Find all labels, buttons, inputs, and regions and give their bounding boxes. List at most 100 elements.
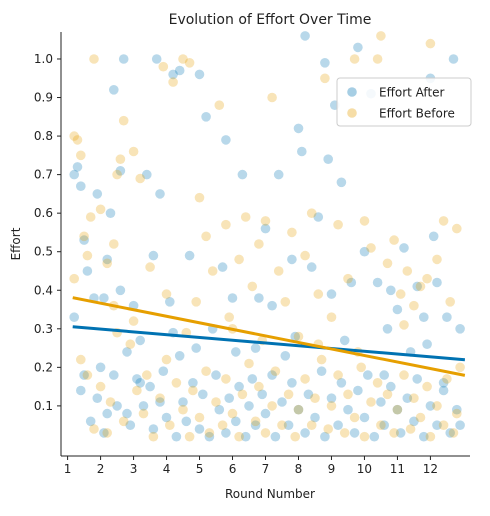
point-effort-after <box>336 378 347 388</box>
point-effort-after <box>95 362 106 373</box>
point-effort-after <box>316 366 327 377</box>
point-effort-after <box>287 378 297 388</box>
point-effort-after <box>353 42 363 53</box>
point-effort-after <box>76 181 86 191</box>
point-effort-before <box>184 431 195 442</box>
point-effort-before <box>118 115 129 126</box>
point-effort-after <box>221 428 231 438</box>
point-effort-before <box>422 381 432 392</box>
point-effort-after <box>135 335 145 346</box>
point-effort-before <box>280 297 291 307</box>
point-effort-after <box>82 266 93 276</box>
point-effort-before <box>392 404 403 415</box>
point-effort-before <box>132 385 142 396</box>
y-tick-label: 0.5 <box>34 245 53 259</box>
point-effort-before <box>382 389 393 400</box>
point-effort-before <box>402 266 413 276</box>
point-effort-after <box>142 169 152 180</box>
x-tick-label: 7 <box>262 462 270 476</box>
point-effort-after <box>283 420 294 431</box>
point-effort-before <box>333 370 343 380</box>
y-tick-label: 1.0 <box>34 52 53 66</box>
point-effort-after <box>148 250 159 261</box>
point-effort-after <box>115 166 126 176</box>
point-effort-before <box>82 370 93 380</box>
x-tick-label: 10 <box>357 462 372 476</box>
point-effort-after <box>99 293 109 303</box>
point-effort-before <box>389 428 399 438</box>
point-effort-before <box>254 381 264 392</box>
point-effort-after <box>118 54 129 64</box>
x-tick-label: 11 <box>390 462 405 476</box>
point-effort-after <box>257 389 268 400</box>
legend-marker-effort-before <box>347 108 357 118</box>
point-effort-before <box>204 428 215 438</box>
x-tick-label: 4 <box>163 462 171 476</box>
point-effort-after <box>409 416 419 427</box>
point-effort-after <box>92 189 103 199</box>
point-effort-after <box>85 416 96 427</box>
point-effort-before <box>138 408 149 419</box>
point-effort-before <box>425 38 436 49</box>
point-effort-before <box>372 378 383 388</box>
point-effort-before <box>326 401 337 411</box>
point-effort-before <box>69 131 79 141</box>
point-effort-before <box>188 385 198 396</box>
point-effort-before <box>300 374 310 384</box>
point-effort-after <box>92 393 103 404</box>
point-effort-before <box>161 354 172 365</box>
point-effort-before <box>438 216 449 226</box>
point-effort-before <box>135 173 145 184</box>
point-effort-before <box>389 235 399 245</box>
point-effort-before <box>109 239 119 249</box>
point-effort-before <box>128 146 139 157</box>
point-effort-before <box>217 420 228 431</box>
point-effort-after <box>320 58 330 68</box>
point-effort-after <box>320 431 330 442</box>
point-effort-after <box>102 408 112 419</box>
point-effort-after <box>109 85 119 95</box>
x-tick-label: 8 <box>295 462 303 476</box>
point-effort-after <box>201 112 211 122</box>
point-effort-before <box>214 100 225 110</box>
point-effort-after <box>425 401 436 411</box>
legend: Effort After Effort Before <box>336 77 472 127</box>
point-effort-after <box>260 408 271 419</box>
point-effort-before <box>339 428 350 438</box>
point-effort-after <box>151 54 162 64</box>
point-effort-before <box>366 243 376 253</box>
point-effort-before <box>142 370 152 380</box>
point-effort-before <box>260 428 271 438</box>
point-effort-before <box>227 408 238 419</box>
point-effort-after <box>359 412 370 423</box>
point-effort-after <box>419 312 429 323</box>
point-effort-before <box>85 212 96 222</box>
point-effort-after <box>231 416 241 427</box>
point-effort-after <box>326 289 337 299</box>
point-effort-after <box>198 389 208 400</box>
y-tick-label: 0.3 <box>34 322 53 336</box>
y-ticks: 0.1 0.2 0.3 0.4 0.5 0.6 0.7 0.8 0.9 1.0 <box>34 52 61 413</box>
point-effort-before <box>455 362 465 373</box>
point-effort-after <box>112 401 122 411</box>
point-effort-after <box>148 424 159 434</box>
point-effort-after <box>438 385 449 396</box>
point-effort-after <box>79 370 89 380</box>
point-effort-before <box>178 404 188 415</box>
y-tick-label: 0.6 <box>34 206 53 220</box>
point-effort-before <box>69 273 79 284</box>
point-effort-before <box>250 416 261 427</box>
point-effort-after <box>395 428 406 438</box>
point-effort-before <box>79 231 89 242</box>
x-tick-label: 5 <box>196 462 204 476</box>
point-effort-before <box>125 339 136 350</box>
point-effort-after <box>115 285 126 296</box>
point-effort-after <box>69 169 79 180</box>
point-effort-before <box>306 208 317 218</box>
point-effort-after <box>250 343 261 353</box>
point-effort-after <box>174 351 185 361</box>
point-effort-before <box>221 374 231 384</box>
point-effort-before <box>422 273 432 284</box>
point-effort-after <box>346 277 357 288</box>
